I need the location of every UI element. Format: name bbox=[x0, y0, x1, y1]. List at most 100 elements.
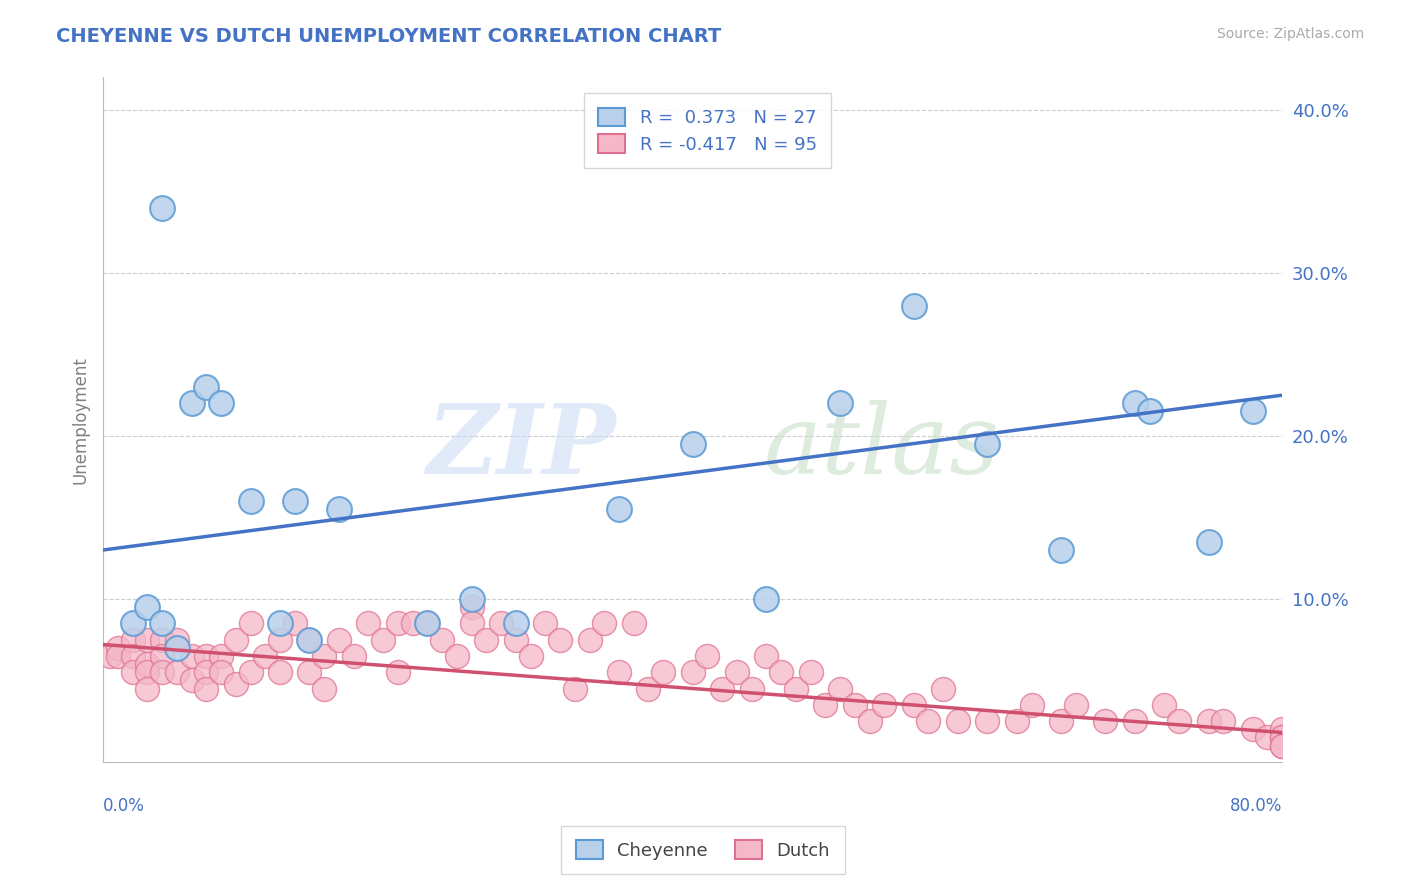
Point bbox=[564, 681, 586, 696]
Point bbox=[800, 665, 823, 680]
Point bbox=[1271, 739, 1294, 753]
Point bbox=[519, 648, 541, 663]
Point bbox=[225, 632, 247, 647]
Point bbox=[1271, 731, 1294, 745]
Point bbox=[195, 665, 218, 680]
Text: ZIP: ZIP bbox=[426, 400, 616, 494]
Point bbox=[269, 665, 291, 680]
Point bbox=[1094, 714, 1116, 728]
Point bbox=[136, 681, 159, 696]
Point bbox=[755, 648, 778, 663]
Point bbox=[711, 681, 734, 696]
Point bbox=[136, 657, 159, 671]
Point bbox=[373, 632, 395, 647]
Point bbox=[1198, 534, 1220, 549]
Point bbox=[239, 616, 262, 631]
Point bbox=[387, 616, 409, 631]
Point bbox=[107, 648, 129, 663]
Point bbox=[343, 648, 366, 663]
Point bbox=[475, 632, 498, 647]
Point bbox=[209, 648, 232, 663]
Point bbox=[239, 665, 262, 680]
Point bbox=[180, 396, 202, 410]
Point bbox=[1050, 714, 1073, 728]
Point bbox=[785, 681, 807, 696]
Text: atlas: atlas bbox=[763, 400, 1000, 494]
Point bbox=[401, 616, 423, 631]
Text: CHEYENNE VS DUTCH UNEMPLOYMENT CORRELATION CHART: CHEYENNE VS DUTCH UNEMPLOYMENT CORRELATI… bbox=[56, 27, 721, 45]
Point bbox=[254, 648, 277, 663]
Legend: R =  0.373   N = 27, R = -0.417   N = 95: R = 0.373 N = 27, R = -0.417 N = 95 bbox=[583, 94, 831, 168]
Point bbox=[1271, 731, 1294, 745]
Point bbox=[1256, 731, 1278, 745]
Point bbox=[1271, 739, 1294, 753]
Point bbox=[150, 648, 173, 663]
Point bbox=[682, 437, 704, 451]
Point bbox=[209, 665, 232, 680]
Point bbox=[136, 665, 159, 680]
Text: 80.0%: 80.0% bbox=[1230, 797, 1282, 814]
Point bbox=[150, 665, 173, 680]
Point bbox=[239, 494, 262, 508]
Point bbox=[150, 632, 173, 647]
Point bbox=[1123, 396, 1146, 410]
Point bbox=[755, 591, 778, 606]
Point bbox=[195, 380, 218, 394]
Point bbox=[269, 632, 291, 647]
Point bbox=[607, 502, 630, 516]
Point bbox=[932, 681, 955, 696]
Point bbox=[534, 616, 557, 631]
Point bbox=[903, 698, 925, 712]
Point bbox=[284, 616, 307, 631]
Point bbox=[682, 665, 704, 680]
Point bbox=[150, 201, 173, 215]
Point bbox=[637, 681, 659, 696]
Point bbox=[166, 665, 188, 680]
Point bbox=[607, 665, 630, 680]
Point bbox=[814, 698, 837, 712]
Point bbox=[1005, 714, 1028, 728]
Point bbox=[1168, 714, 1191, 728]
Text: 0.0%: 0.0% bbox=[103, 797, 145, 814]
Point bbox=[460, 616, 482, 631]
Point bbox=[100, 648, 122, 663]
Point bbox=[696, 648, 718, 663]
Point bbox=[121, 665, 143, 680]
Point bbox=[314, 648, 336, 663]
Point bbox=[1212, 714, 1234, 728]
Point bbox=[460, 591, 482, 606]
Point bbox=[1241, 723, 1264, 737]
Point bbox=[136, 632, 159, 647]
Point bbox=[946, 714, 969, 728]
Point bbox=[917, 714, 939, 728]
Point bbox=[166, 632, 188, 647]
Point bbox=[505, 616, 527, 631]
Point bbox=[269, 616, 291, 631]
Point bbox=[416, 616, 439, 631]
Point bbox=[873, 698, 896, 712]
Point bbox=[505, 632, 527, 647]
Point bbox=[976, 714, 998, 728]
Point bbox=[328, 632, 350, 647]
Point bbox=[578, 632, 600, 647]
Legend: Cheyenne, Dutch: Cheyenne, Dutch bbox=[561, 826, 845, 874]
Point bbox=[298, 665, 321, 680]
Point bbox=[460, 600, 482, 615]
Point bbox=[209, 396, 232, 410]
Point bbox=[1241, 404, 1264, 418]
Point bbox=[1198, 714, 1220, 728]
Point bbox=[1123, 714, 1146, 728]
Point bbox=[387, 665, 409, 680]
Point bbox=[314, 681, 336, 696]
Point bbox=[416, 616, 439, 631]
Point bbox=[166, 640, 188, 655]
Point bbox=[844, 698, 866, 712]
Point bbox=[548, 632, 571, 647]
Point bbox=[1271, 723, 1294, 737]
Point bbox=[446, 648, 468, 663]
Point bbox=[328, 502, 350, 516]
Point bbox=[180, 673, 202, 688]
Point bbox=[195, 681, 218, 696]
Point bbox=[489, 616, 512, 631]
Point bbox=[1139, 404, 1161, 418]
